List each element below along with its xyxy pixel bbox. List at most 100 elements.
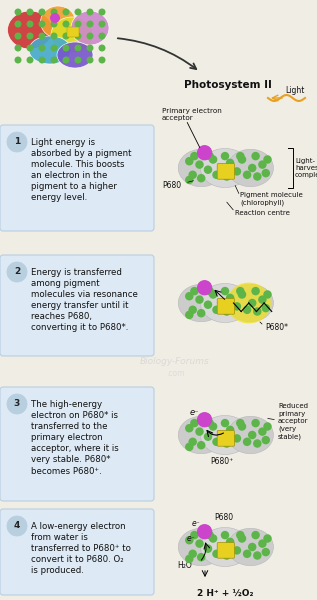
Text: H₂O: H₂O [178, 562, 192, 571]
Ellipse shape [57, 42, 93, 68]
Circle shape [236, 152, 244, 160]
Circle shape [204, 544, 212, 553]
Circle shape [87, 44, 94, 52]
Text: P680⁺: P680⁺ [210, 457, 233, 467]
Circle shape [226, 158, 234, 167]
Circle shape [248, 299, 256, 307]
Ellipse shape [200, 148, 250, 188]
Circle shape [7, 262, 27, 282]
Circle shape [263, 155, 272, 164]
Text: Primary electron
acceptor: Primary electron acceptor [162, 108, 222, 121]
Circle shape [185, 157, 194, 166]
Circle shape [38, 44, 46, 52]
Circle shape [74, 32, 81, 40]
Text: Light: Light [286, 86, 305, 95]
Circle shape [205, 287, 214, 295]
Circle shape [226, 538, 234, 546]
Circle shape [223, 551, 231, 560]
Circle shape [238, 290, 246, 299]
FancyBboxPatch shape [0, 509, 154, 595]
Circle shape [195, 427, 204, 436]
Circle shape [253, 439, 262, 448]
Circle shape [258, 427, 267, 436]
Circle shape [238, 422, 246, 431]
Circle shape [248, 431, 256, 439]
Circle shape [74, 44, 81, 52]
Text: 1: 1 [14, 137, 20, 146]
Ellipse shape [228, 284, 274, 322]
Circle shape [205, 531, 214, 539]
Circle shape [262, 548, 270, 556]
Circle shape [233, 167, 241, 176]
Circle shape [27, 20, 34, 28]
Circle shape [248, 164, 256, 172]
Circle shape [248, 543, 256, 551]
Circle shape [197, 145, 212, 160]
Circle shape [223, 172, 231, 181]
Circle shape [262, 169, 270, 178]
Circle shape [197, 553, 205, 562]
Circle shape [197, 309, 205, 317]
Circle shape [243, 305, 251, 314]
Circle shape [74, 8, 81, 16]
Ellipse shape [178, 149, 224, 187]
Circle shape [197, 524, 212, 539]
Circle shape [236, 419, 244, 427]
Ellipse shape [227, 283, 271, 323]
Circle shape [185, 311, 194, 319]
Circle shape [7, 516, 27, 536]
Circle shape [185, 424, 194, 433]
Circle shape [27, 56, 34, 64]
FancyBboxPatch shape [217, 542, 235, 558]
Circle shape [251, 531, 260, 539]
Circle shape [190, 531, 199, 539]
Ellipse shape [178, 284, 224, 322]
Circle shape [74, 20, 81, 28]
Circle shape [50, 20, 57, 28]
Text: 3: 3 [14, 400, 20, 409]
Circle shape [205, 152, 214, 160]
Circle shape [233, 546, 241, 554]
Circle shape [50, 8, 57, 16]
FancyBboxPatch shape [0, 255, 154, 356]
Ellipse shape [8, 11, 53, 49]
Circle shape [243, 437, 251, 446]
Circle shape [38, 20, 46, 28]
Circle shape [209, 290, 217, 299]
Circle shape [15, 32, 22, 40]
Circle shape [185, 536, 194, 544]
Circle shape [197, 174, 205, 182]
Text: P680*: P680* [265, 323, 288, 332]
Circle shape [212, 437, 221, 446]
Circle shape [238, 155, 246, 164]
Circle shape [253, 551, 262, 560]
Circle shape [50, 44, 57, 52]
Text: 2: 2 [14, 268, 20, 277]
Circle shape [190, 152, 199, 160]
Circle shape [209, 422, 217, 431]
Circle shape [205, 419, 214, 427]
Text: e⁻: e⁻ [187, 534, 195, 543]
Circle shape [62, 20, 69, 28]
Ellipse shape [41, 6, 75, 38]
Text: Reaction centre: Reaction centre [235, 210, 290, 216]
Circle shape [223, 307, 231, 316]
Circle shape [209, 534, 217, 543]
Text: e⁻: e⁻ [192, 518, 200, 528]
Circle shape [204, 166, 212, 174]
Circle shape [62, 8, 69, 16]
Ellipse shape [228, 528, 274, 566]
Circle shape [251, 287, 260, 295]
Circle shape [263, 422, 272, 431]
Text: Light energy is
absorbed by a pigment
molecule. This boosts
an electron in the
p: Light energy is absorbed by a pigment mo… [31, 138, 132, 202]
Ellipse shape [200, 527, 250, 566]
Circle shape [221, 287, 229, 295]
Ellipse shape [178, 528, 224, 566]
Ellipse shape [178, 416, 224, 454]
Text: Photosystem II: Photosystem II [184, 80, 272, 90]
Circle shape [209, 155, 217, 164]
Text: 2 H⁺ + ½O₂: 2 H⁺ + ½O₂ [197, 589, 253, 598]
Circle shape [221, 152, 229, 160]
Ellipse shape [200, 283, 250, 323]
Circle shape [87, 20, 94, 28]
